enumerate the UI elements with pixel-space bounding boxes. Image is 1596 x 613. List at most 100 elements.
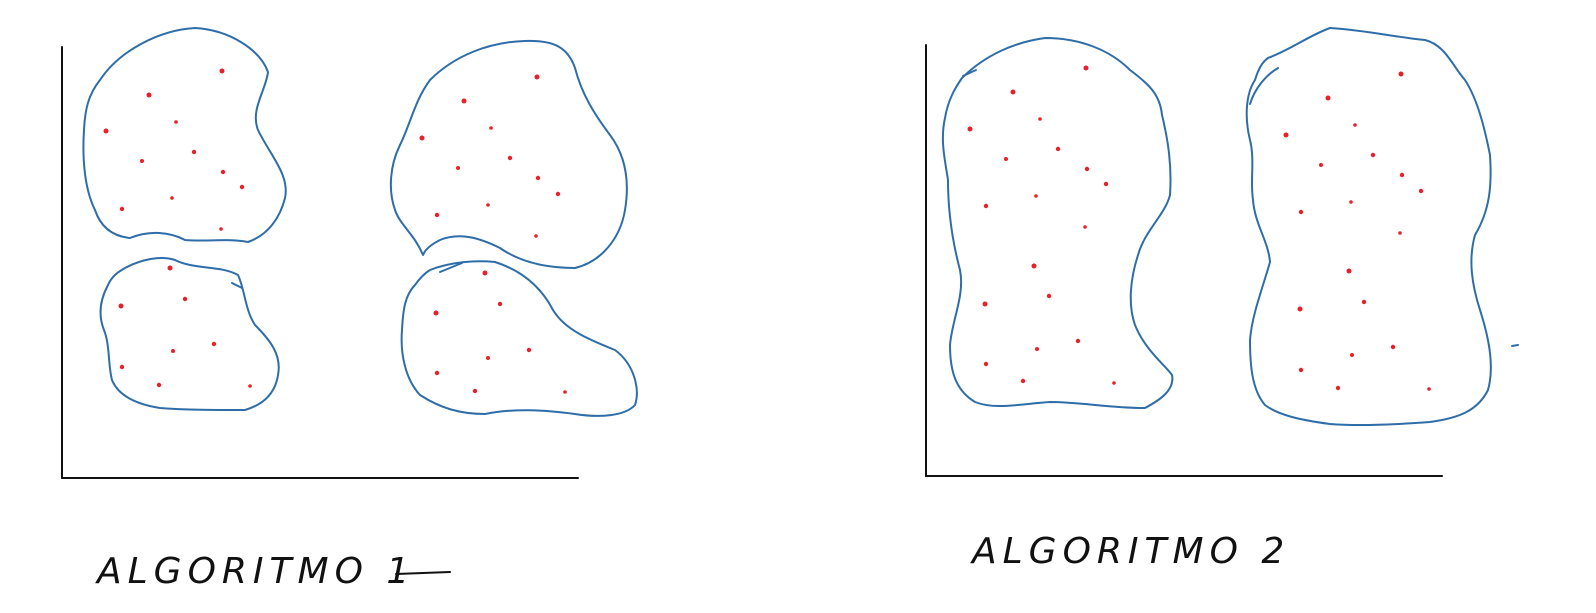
data-point xyxy=(1083,225,1087,229)
data-point xyxy=(119,206,125,212)
data-point xyxy=(1398,71,1404,77)
data-point xyxy=(1370,152,1376,158)
data-point xyxy=(119,364,125,370)
data-point xyxy=(1319,163,1323,167)
panel-caption: ALGORITMO 2 xyxy=(970,531,1290,572)
data-points xyxy=(419,74,561,238)
data-point xyxy=(1325,95,1331,101)
cluster xyxy=(82,27,287,243)
cluster xyxy=(1245,27,1519,427)
data-point xyxy=(434,212,440,218)
cluster-boundary xyxy=(941,37,1174,409)
data-point xyxy=(555,191,561,197)
data-point xyxy=(534,234,538,238)
data-point xyxy=(1335,385,1341,391)
data-point xyxy=(983,203,989,209)
cluster xyxy=(389,39,628,269)
data-point xyxy=(1399,172,1405,178)
data-point xyxy=(461,98,467,104)
data-point xyxy=(118,303,124,309)
data-point xyxy=(1031,263,1037,269)
data-point xyxy=(146,92,152,98)
data-point xyxy=(1418,188,1424,194)
data-points xyxy=(967,65,1116,385)
data-point xyxy=(419,135,425,141)
data-point xyxy=(1004,157,1008,161)
data-point xyxy=(486,356,490,360)
cluster-boundary xyxy=(400,260,638,417)
data-point xyxy=(967,126,973,132)
data-points xyxy=(118,265,252,388)
data-point xyxy=(1038,117,1042,121)
cluster-boundary xyxy=(82,27,287,243)
data-point xyxy=(482,270,488,276)
panel-caption: ALGORITMO 1 xyxy=(95,551,415,592)
cluster-boundary xyxy=(1245,27,1492,427)
data-point xyxy=(507,155,513,161)
data-point xyxy=(983,361,989,367)
data-point xyxy=(156,382,162,388)
data-point xyxy=(535,175,541,181)
cluster-boundary xyxy=(389,39,628,269)
data-point xyxy=(433,310,439,316)
data-point xyxy=(167,265,173,271)
cluster xyxy=(99,257,280,411)
data-point xyxy=(1084,166,1090,172)
data-point xyxy=(1046,293,1052,299)
data-point xyxy=(456,166,460,170)
data-point xyxy=(486,203,490,207)
data-point xyxy=(1283,132,1289,138)
data-point xyxy=(140,159,144,163)
cluster xyxy=(941,37,1174,409)
data-point xyxy=(472,388,478,394)
data-point xyxy=(191,149,197,155)
data-point xyxy=(1346,268,1352,274)
axes xyxy=(925,44,1443,477)
data-point xyxy=(219,68,225,74)
data-point xyxy=(434,370,440,376)
data-points xyxy=(433,270,567,394)
pen-stroke xyxy=(439,262,463,273)
data-point xyxy=(1020,378,1026,384)
data-point xyxy=(1298,209,1304,215)
caption-underline xyxy=(395,571,451,575)
data-point xyxy=(211,341,217,347)
panel-algoritmo-2: ALGORITMO 2 xyxy=(925,27,1519,572)
data-point xyxy=(220,169,226,175)
data-point xyxy=(526,347,532,353)
data-point xyxy=(1103,181,1109,187)
data-point xyxy=(170,196,174,200)
data-point xyxy=(497,301,503,307)
data-point xyxy=(1297,306,1303,312)
data-point xyxy=(1010,89,1016,95)
data-point xyxy=(1034,194,1038,198)
cluster-boundary xyxy=(99,257,280,411)
data-point xyxy=(239,184,245,190)
data-points xyxy=(1283,71,1431,391)
data-point xyxy=(1055,146,1061,152)
data-point xyxy=(1427,387,1431,391)
data-point xyxy=(248,384,252,388)
data-point xyxy=(563,390,567,394)
data-point xyxy=(171,349,175,353)
data-point xyxy=(982,301,988,307)
data-point xyxy=(1035,347,1039,351)
data-points xyxy=(103,68,245,231)
data-point xyxy=(534,74,540,80)
data-point xyxy=(489,126,493,130)
data-point xyxy=(1349,200,1353,204)
pen-stroke xyxy=(962,69,977,77)
data-point xyxy=(1112,381,1116,385)
data-point xyxy=(1390,344,1396,350)
data-point xyxy=(174,120,178,124)
pen-stroke xyxy=(1511,344,1519,347)
pen-stroke xyxy=(1249,67,1279,105)
pen-stroke xyxy=(231,282,243,289)
data-point xyxy=(1083,65,1089,71)
data-point xyxy=(1353,123,1357,127)
data-point xyxy=(1075,338,1081,344)
data-point xyxy=(1398,231,1402,235)
panel-algoritmo-1: ALGORITMO 1 xyxy=(61,27,638,592)
data-point xyxy=(182,296,188,302)
